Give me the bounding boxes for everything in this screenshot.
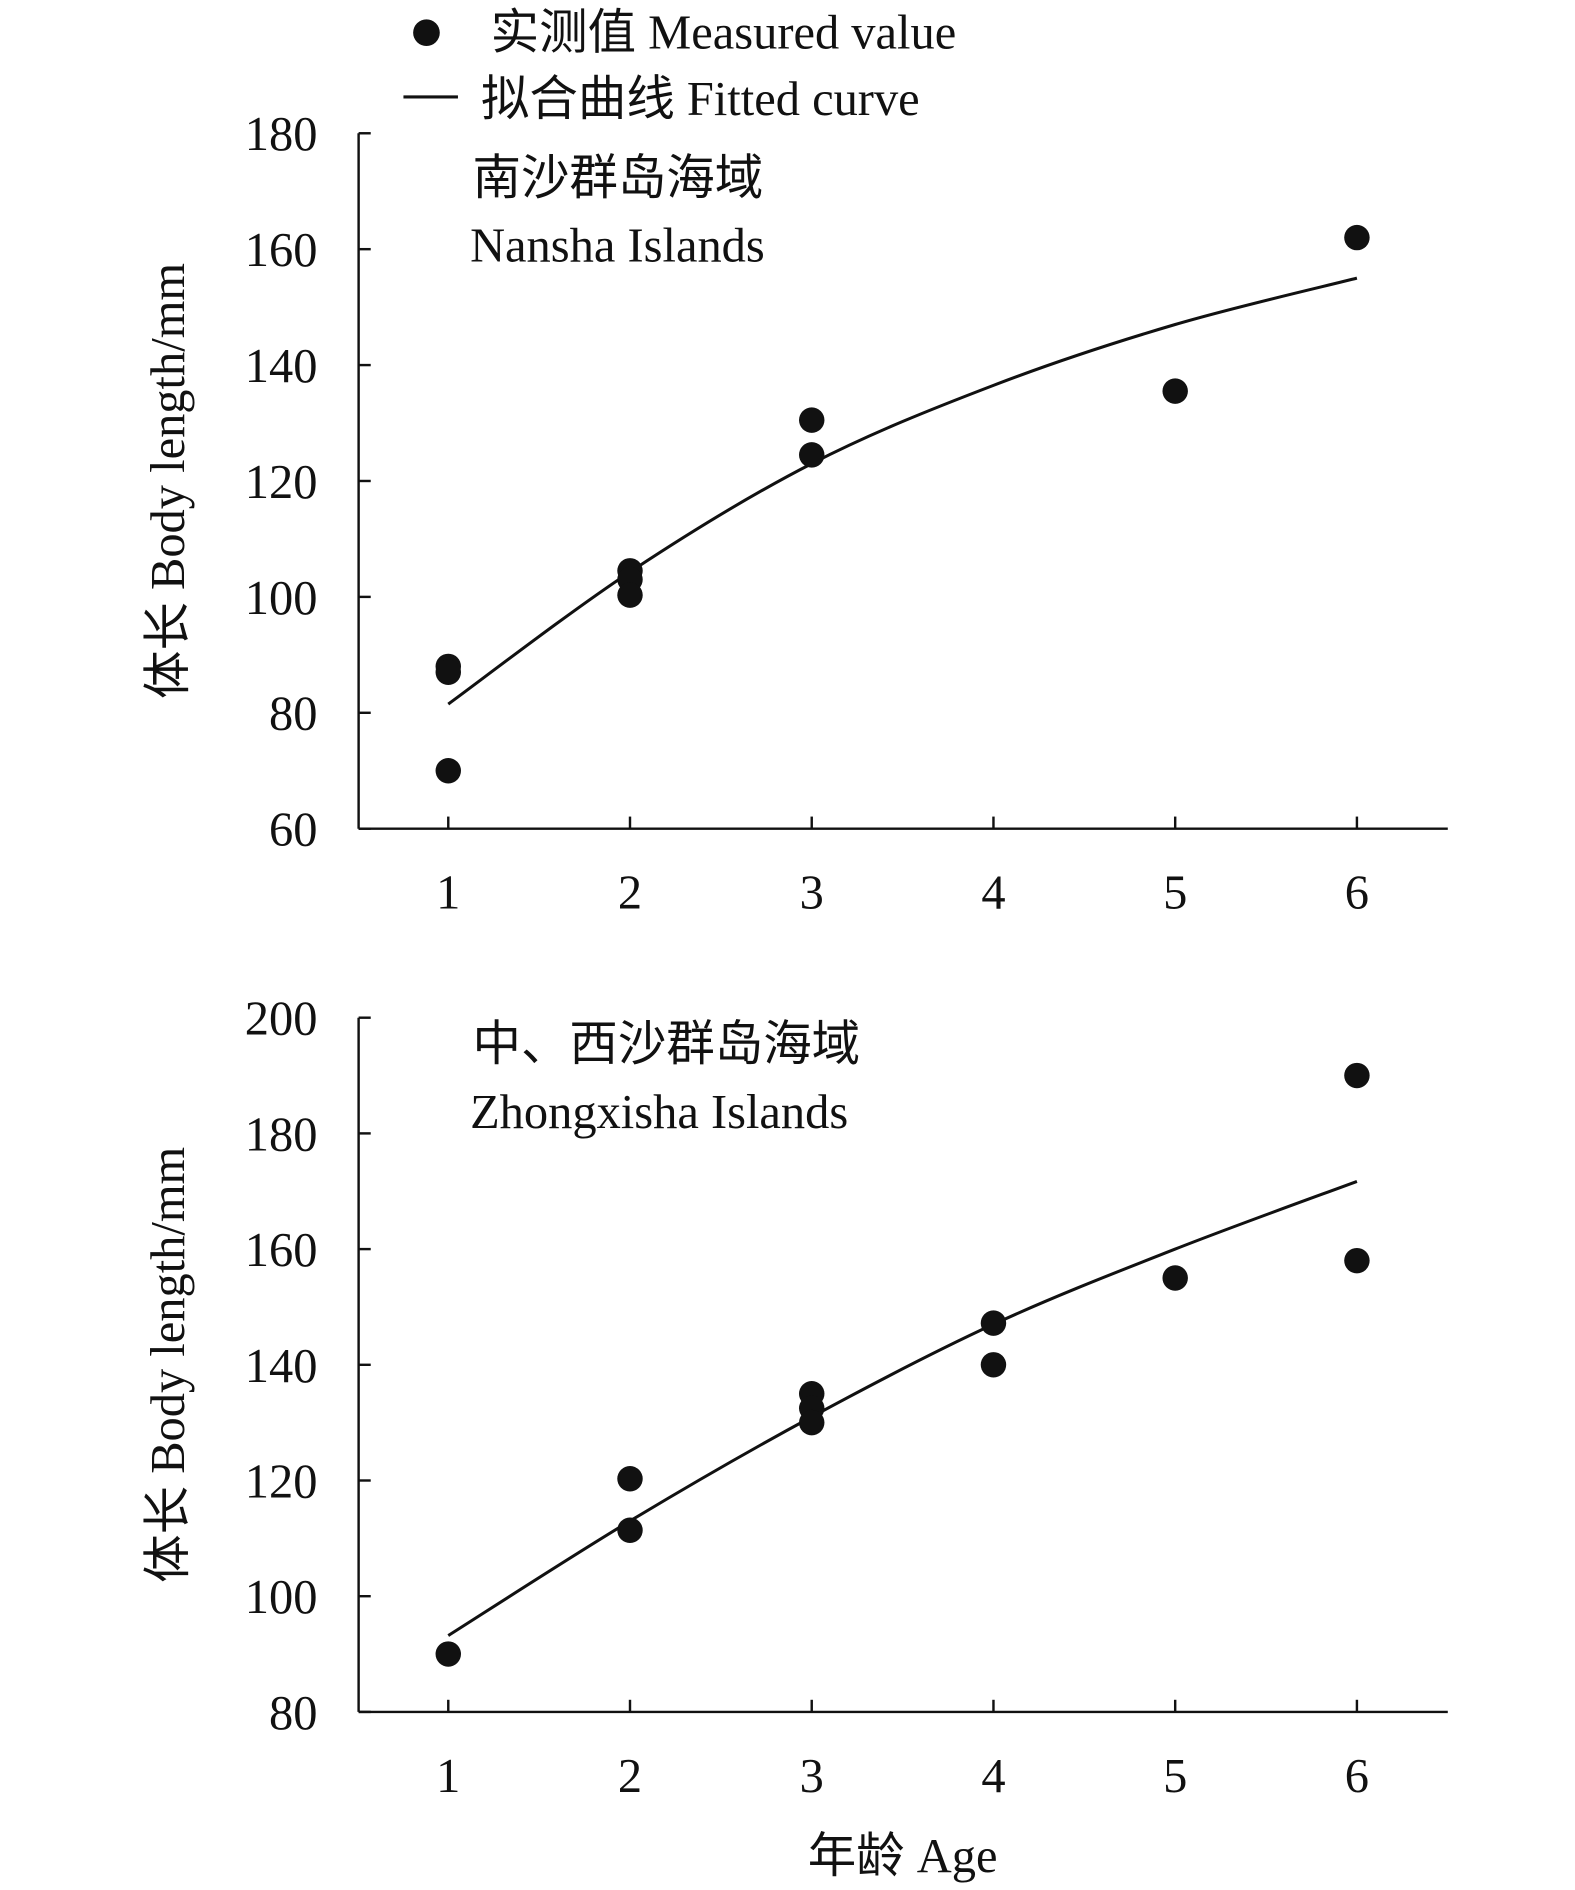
x-tick-label: 4 [981,1750,1005,1803]
measured-point [617,1466,643,1492]
x-tick-label: 6 [1345,867,1369,920]
y-tick-label: 140 [245,340,318,393]
y-tick-label: 180 [245,1108,318,1161]
fitted-curve [447,1179,1358,1637]
y-tick-label: 180 [245,108,318,161]
legend-fitted-label: 拟合曲线 Fitted curve [481,73,920,126]
x-axis-label: 年龄 Age [808,1830,998,1883]
panel-zhongxisha: 80 100 120 140 160 180 200 1 2 3 4 5 6 体长 Body length… [142,993,1448,1803]
legend-measured-label: 实测值 Measured value [491,6,957,59]
x-tick-label: 2 [618,1750,642,1803]
y-tick-label: 80 [269,688,317,741]
panel-nansha: 60 80 100 120 140 160 180 1 2 3 4 5 6 体长 Body length/… [142,108,1448,920]
measured-point [435,758,461,784]
measured-point [1162,1265,1188,1291]
x-tick-label: 6 [1345,1750,1369,1803]
x-tick-label: 3 [800,1750,824,1803]
measured-point [1344,1062,1370,1089]
fitted-curve [447,276,1358,706]
measured-point [617,582,643,608]
legend-measured-marker [413,19,440,47]
x-tick-label: 4 [981,867,1005,920]
measured-point [980,1352,1007,1378]
panel-title-cn: 南沙群岛海域 [473,152,764,205]
y-tick-label: 200 [245,993,318,1046]
y-tick-label: 120 [245,456,318,509]
y-tick-label: 160 [245,1224,318,1277]
panel-title-en: Zhongxisha Islands [470,1086,848,1139]
x-tick-label: 1 [436,867,460,920]
measured-point [1344,1247,1370,1274]
measured-point [799,407,825,433]
measured-point [435,1641,461,1667]
y-axis-label: 体长 Body length/mm [142,263,195,699]
y-tick-label: 100 [245,1571,318,1624]
x-tick-label: 5 [1163,1750,1187,1803]
measured-point [799,442,825,468]
x-tick-label: 1 [436,1750,460,1803]
panel-title-en: Nansha Islands [470,220,765,273]
x-tick-label: 2 [618,867,642,920]
y-tick-label: 120 [245,1455,318,1508]
x-tick-label: 5 [1163,867,1187,920]
measured-point [1162,378,1188,404]
y-tick-label: 140 [245,1340,318,1393]
legend: 实测值 Measured value 拟合曲线 Fitted curve [403,6,956,126]
measured-point [435,659,461,685]
panel-title-cn: 中、西沙群岛海域 [473,1018,861,1071]
y-tick-label: 160 [245,224,318,277]
y-tick-label: 60 [269,804,317,857]
measured-point [617,1517,643,1543]
measured-point [1344,224,1370,251]
x-tick-label: 3 [800,867,824,920]
y-tick-label: 80 [269,1687,317,1740]
y-tick-label: 100 [245,572,318,625]
measured-point [980,1310,1007,1336]
measured-point [799,1409,825,1436]
y-axis-label: 体长 Body length/mm [142,1147,195,1583]
